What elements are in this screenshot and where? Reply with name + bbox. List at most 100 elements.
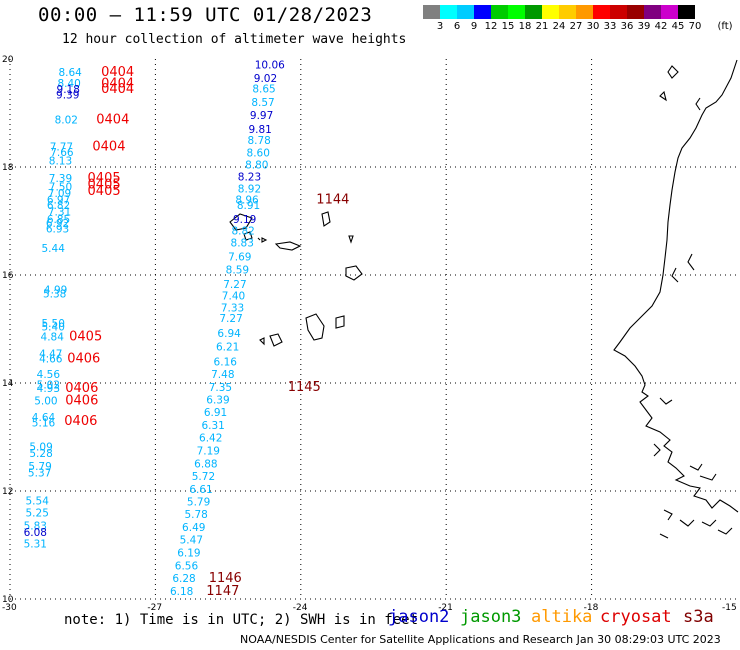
color-scale-label: 27 — [569, 21, 583, 32]
wave-height-label: 5.44 — [42, 243, 66, 255]
wave-height-label: 7.48 — [211, 369, 234, 381]
island-santa-luzia — [261, 237, 268, 243]
islet-1 — [257, 237, 261, 241]
pass-time-label: 1146 — [209, 571, 242, 586]
legend-altika: altika — [531, 607, 593, 627]
wave-height-label: 6.97 — [47, 194, 70, 206]
wave-height-label: 8.80 — [245, 159, 268, 171]
wave-height-label: 6.39 — [206, 395, 229, 407]
wave-height-label: 6.31 — [201, 420, 224, 432]
pass-time-label: 0406 — [65, 381, 98, 396]
wave-height-label: 7.66 — [50, 147, 74, 159]
lon-tick-label: -21 — [438, 603, 453, 613]
wave-height-label: 6.42 — [199, 433, 222, 445]
wave-height-label: 4.66 — [39, 354, 63, 366]
color-scale-label: 42 — [654, 21, 668, 32]
island-fogo — [269, 333, 283, 347]
wave-height-label: 5.72 — [192, 471, 215, 483]
coast-fragment-3 — [671, 267, 679, 283]
wave-height-label: 8.60 — [247, 147, 270, 159]
color-swatch — [593, 5, 610, 19]
wave-height-label: 9.02 — [254, 73, 277, 85]
legend-jason3: jason3 — [460, 607, 522, 627]
color-scale-label: 33 — [603, 21, 617, 32]
wave-height-label: 5.28 — [29, 448, 52, 460]
island-santiago — [305, 313, 325, 341]
color-swatch — [627, 5, 644, 19]
color-scale-label: (ft) — [717, 21, 733, 32]
color-swatch — [644, 5, 661, 19]
pass-time-label: 0405 — [88, 171, 121, 186]
pass-time-label: 0404 — [96, 112, 129, 127]
wave-height-label: 6.93 — [46, 224, 69, 236]
header-title: 00:00 – 11:59 UTC 01/28/2023 — [38, 4, 373, 26]
wave-height-label: 8.78 — [247, 135, 270, 147]
wave-height-label: 5.79 — [28, 461, 51, 473]
wave-height-label: 5.50 — [42, 318, 65, 330]
wave-height-label: 7.69 — [228, 252, 251, 264]
lat-tick-label: 10 — [2, 595, 14, 605]
pass-time-label: 0404 — [92, 139, 125, 154]
color-scale-label: 9 — [470, 21, 478, 32]
wave-height-label: 7.09 — [48, 188, 71, 200]
coast-fragment-4 — [659, 397, 673, 405]
legend-s3a: s3a — [683, 607, 714, 627]
wave-height-label: 6.88 — [194, 458, 217, 470]
color-scale — [423, 5, 695, 19]
island-boa-vista — [345, 265, 363, 281]
wave-height-label: 7.35 — [209, 382, 232, 394]
coast-fragment-5 — [653, 443, 661, 457]
lon-tick-label: -27 — [147, 603, 162, 613]
wave-height-label: 9.81 — [248, 124, 271, 136]
wave-height-label: 6.49 — [182, 522, 205, 534]
lat-tick-label: 14 — [2, 379, 14, 389]
wave-height-label: 5.83 — [24, 521, 47, 533]
wave-height-label: 7.19 — [197, 446, 220, 458]
wave-height-label: 5.31 — [24, 538, 47, 550]
pass-time-label: 0404 — [101, 76, 134, 91]
wave-height-label: 8.64 — [58, 67, 82, 79]
coast-fragment-6 — [689, 463, 703, 471]
color-swatch — [542, 5, 559, 19]
wave-height-label: 5.09 — [29, 442, 52, 454]
wave-height-label: 7.77 — [50, 141, 73, 153]
color-scale-label: 39 — [637, 21, 651, 32]
lat-lon-grid — [9, 59, 737, 600]
wave-height-label: 7.27 — [223, 279, 246, 291]
coastline — [229, 59, 739, 539]
wave-height-label: 6.28 — [172, 573, 195, 585]
wave-height-label: 6.16 — [214, 356, 238, 368]
color-swatch — [491, 5, 508, 19]
lat-tick-label: 18 — [2, 163, 14, 173]
wave-height-label: 6.61 — [189, 484, 212, 496]
wave-height-label: 5.47 — [180, 535, 203, 547]
wave-height-label: 5.02 — [37, 380, 60, 392]
wave-height-label: 7.40 — [222, 291, 245, 303]
color-swatch — [610, 5, 627, 19]
legend-jason2: jason2 — [388, 607, 450, 627]
lat-tick-label: 12 — [2, 487, 13, 497]
island-maio — [335, 315, 345, 329]
color-scale-label: 24 — [552, 21, 566, 32]
axis-labels: 20 18 16 14 12 10-30 -27 -24 -21 -18 -15 — [2, 55, 737, 613]
wave-height-label: 9.18 — [57, 84, 80, 96]
coast-fragment-11 — [717, 527, 733, 535]
coast-islet-2 — [659, 90, 667, 102]
island-sal — [321, 211, 331, 227]
wave-height-label: 6.18 — [170, 586, 193, 598]
wave-height-label: 8.83 — [231, 238, 254, 250]
color-swatch — [576, 5, 593, 19]
wave-height-label: 4.93 — [37, 383, 60, 395]
wave-height-label: 8.23 — [238, 172, 261, 184]
color-scale-label: 18 — [518, 21, 532, 32]
color-swatch — [474, 5, 491, 19]
header-subtitle: 12 hour collection of altimeter wave hei… — [62, 32, 407, 47]
pass-time-label: 0405 — [88, 184, 121, 199]
color-swatch — [457, 5, 474, 19]
color-scale-label: 3 — [436, 21, 444, 32]
wave-height-label: 7.33 — [221, 302, 244, 314]
color-scale-label: 30 — [586, 21, 600, 32]
lat-tick-label: 16 — [2, 271, 14, 281]
pass-time-label: 0406 — [67, 352, 100, 367]
